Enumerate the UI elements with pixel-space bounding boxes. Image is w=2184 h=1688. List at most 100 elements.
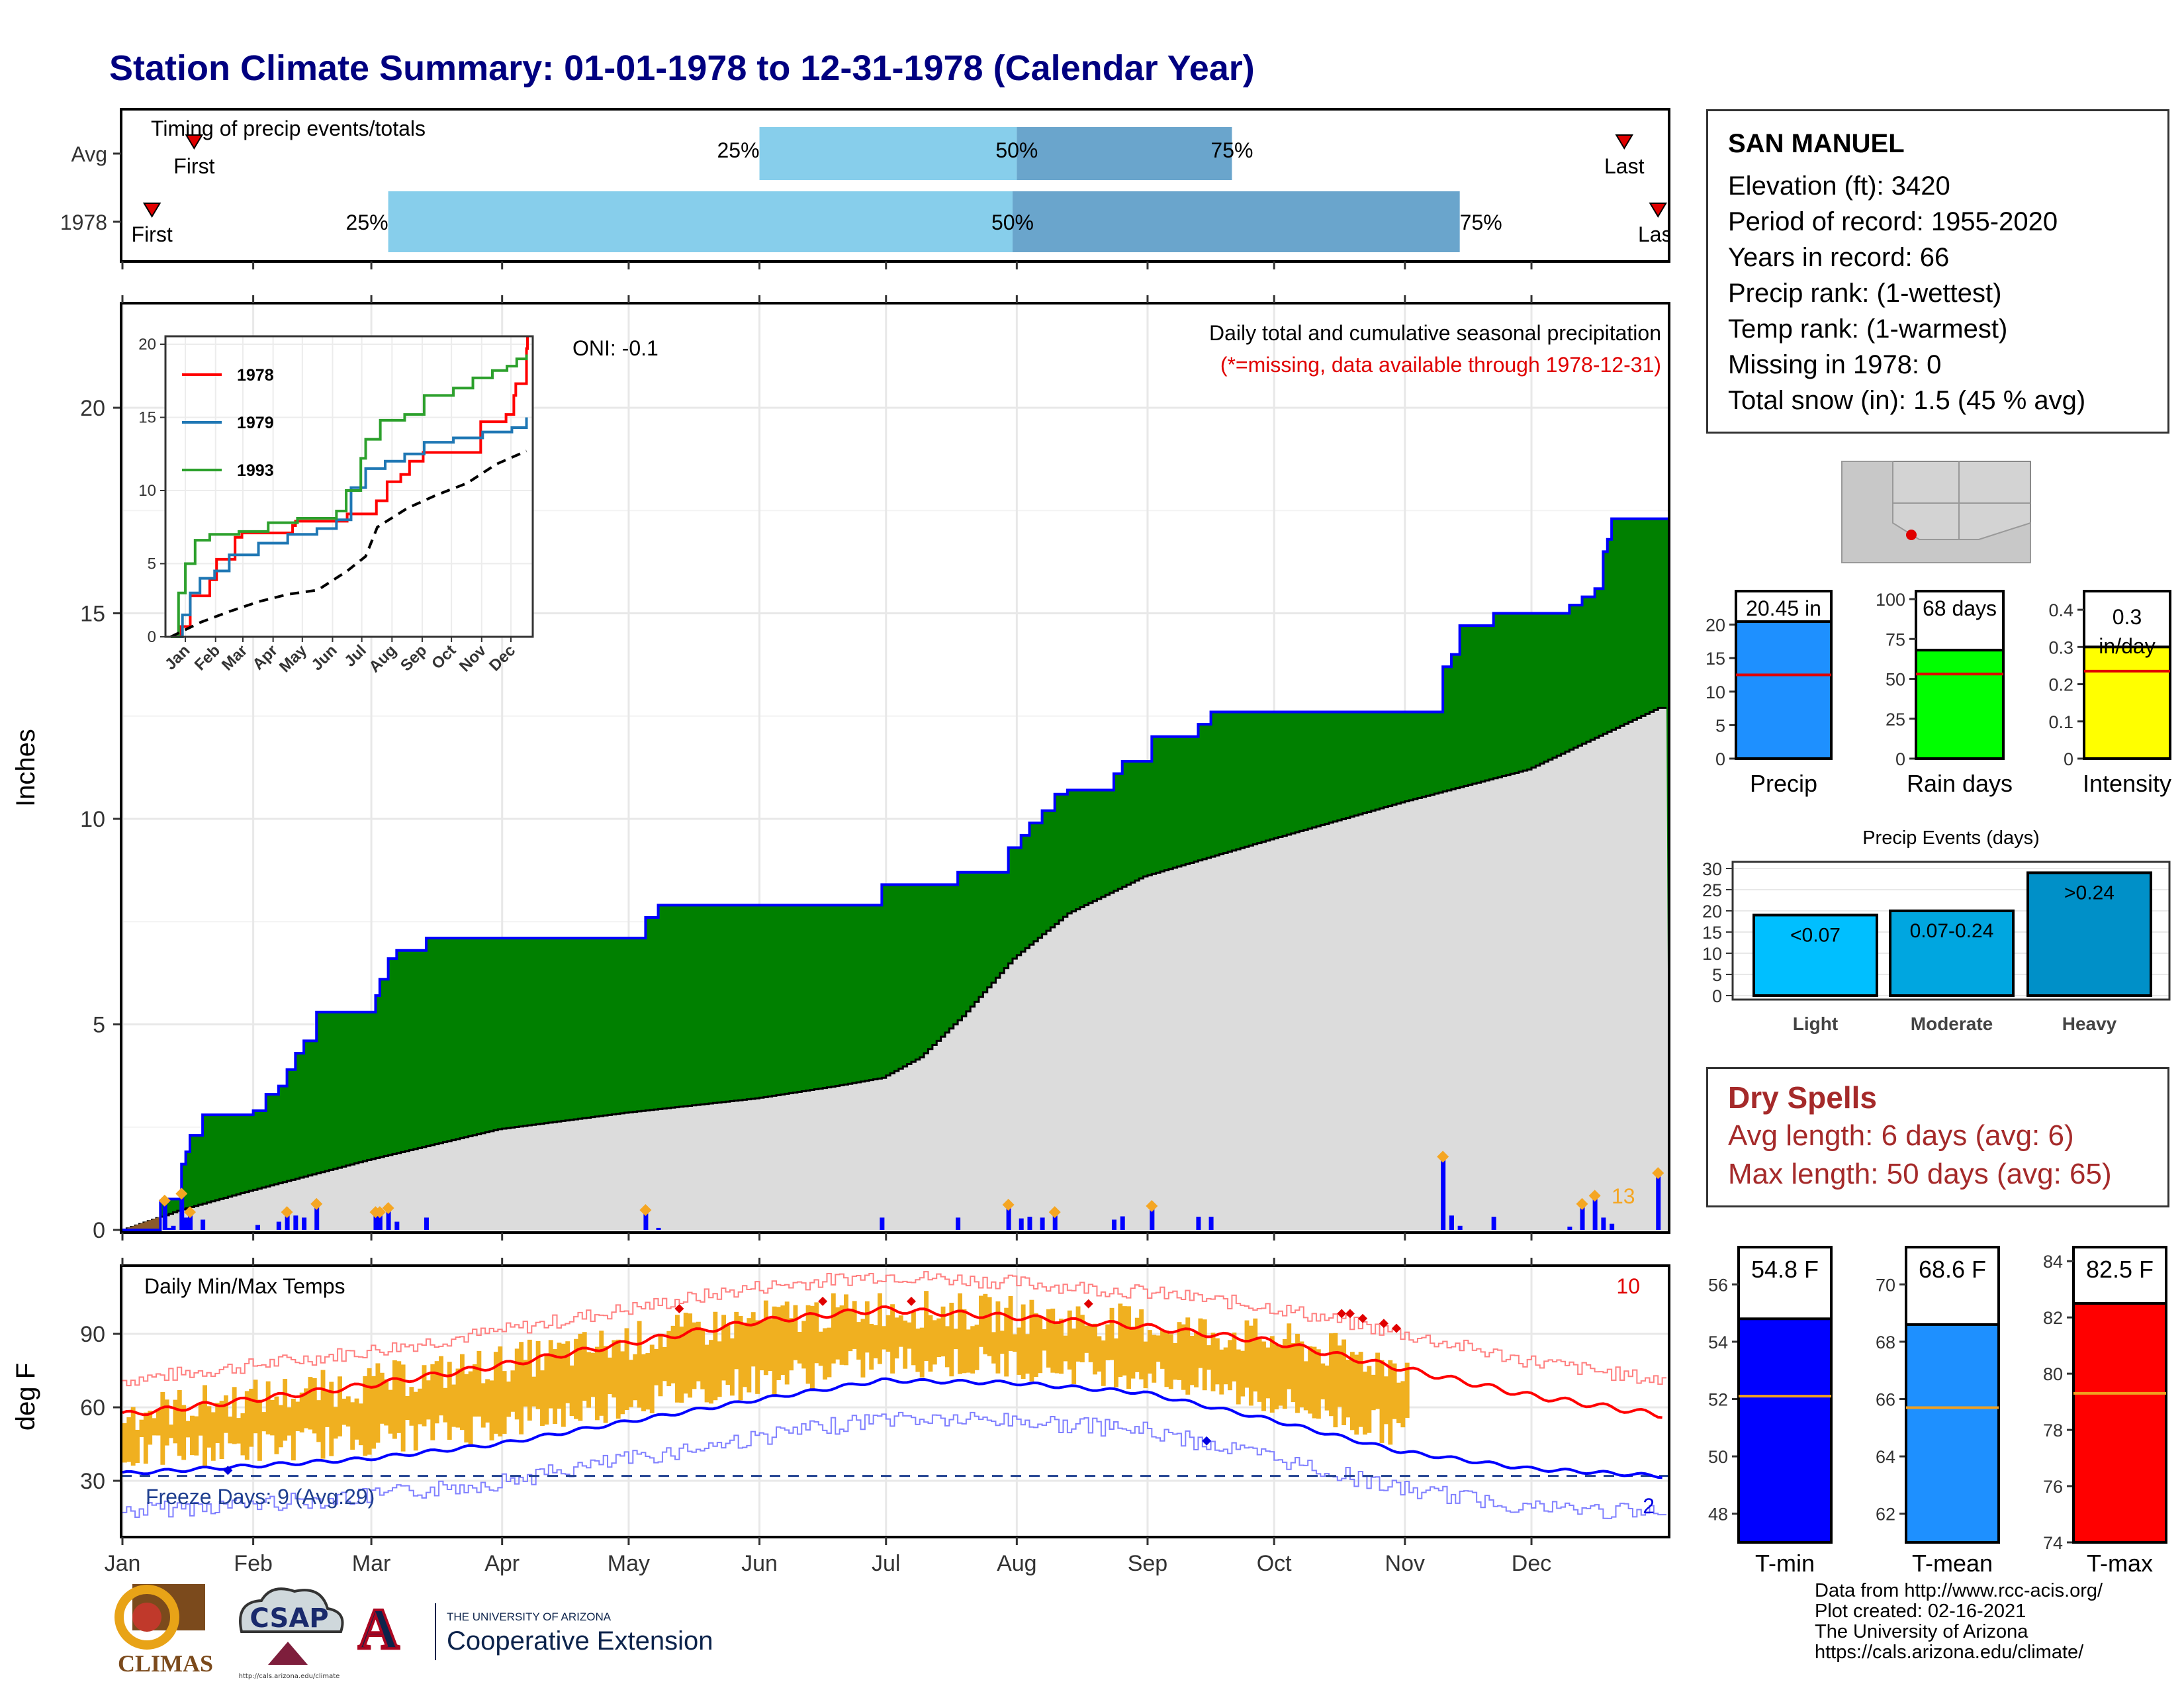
temps-daily-bar xyxy=(333,1407,338,1439)
temps-daily-bar xyxy=(1265,1347,1271,1399)
precip-daily-bar xyxy=(302,1217,307,1230)
page-title: Station Climate Summary: 01-01-1978 to 1… xyxy=(109,48,1255,88)
temps-daily-bar xyxy=(641,1354,646,1412)
temps-daily-bar xyxy=(126,1417,132,1462)
temps-daily-bar xyxy=(1396,1382,1401,1423)
tsum-ytick-label: 54 xyxy=(1708,1333,1728,1352)
temps-daily-bar xyxy=(261,1412,267,1432)
temps-daily-bar xyxy=(1223,1347,1228,1385)
temps-daily-bar xyxy=(345,1396,351,1427)
temps-daily-bar xyxy=(506,1382,511,1417)
temps-daily-bar xyxy=(139,1419,144,1437)
temps-xtick-label: Jun xyxy=(741,1551,778,1576)
temps-record-high-marker xyxy=(1083,1299,1093,1309)
psum-ytick-label: 20 xyxy=(1706,616,1725,635)
timing-first-marker xyxy=(185,134,204,150)
temps-daily-bar xyxy=(582,1332,587,1401)
temps-daily-bar xyxy=(274,1396,279,1454)
precip-daily-marker xyxy=(373,1206,386,1219)
temps-daily-bar xyxy=(329,1382,334,1456)
temps-daily-bar xyxy=(459,1354,465,1430)
temps-daily-bar xyxy=(683,1313,688,1394)
temps-daily-bar xyxy=(894,1317,899,1359)
psum-category-label: Rain days xyxy=(1907,770,2013,797)
temps-daily-bar xyxy=(1198,1318,1203,1368)
temps-daily-bar xyxy=(768,1319,773,1372)
temps-xtick-label: Mar xyxy=(352,1551,391,1576)
temps-daily-bar xyxy=(320,1370,326,1459)
temps-daily-bar xyxy=(324,1390,330,1427)
temps-daily-bar xyxy=(1342,1339,1347,1425)
temps-daily-bar xyxy=(590,1352,596,1397)
temps-daily-bar xyxy=(379,1372,385,1424)
temps-daily-bar xyxy=(1168,1334,1173,1389)
psum-ytick-label: 0.3 xyxy=(2048,637,2073,657)
temps-daily-bar xyxy=(1160,1329,1165,1369)
temps-daily-bar xyxy=(915,1329,921,1372)
inset-series-line xyxy=(171,354,528,638)
temps-daily-bar xyxy=(236,1418,241,1444)
events-ytick-label: 15 xyxy=(1702,923,1722,943)
precip-daily-bar xyxy=(285,1213,290,1230)
precip-daily-bar xyxy=(1580,1205,1585,1230)
precip-daily-bar xyxy=(880,1217,885,1230)
temps-daily-bar xyxy=(599,1331,604,1416)
precip-daily-marker xyxy=(1588,1190,1601,1202)
temps-daily-bar xyxy=(848,1308,853,1352)
temps-daily-bar xyxy=(1029,1299,1034,1382)
temps-xtick-label: Jan xyxy=(105,1551,141,1576)
precip-ylabel: Inches xyxy=(11,729,40,807)
psum-ytick-label: 0.2 xyxy=(2048,675,2073,695)
inset-ytick-label: 20 xyxy=(138,336,156,353)
temps-daily-bar xyxy=(1122,1306,1127,1376)
temps-daily-bar xyxy=(350,1402,355,1450)
psum-ytick-label: 0.1 xyxy=(2048,712,2073,732)
temps-daily-bar xyxy=(801,1321,807,1369)
precip-daily-bar xyxy=(1006,1205,1011,1230)
temps-daily-bar xyxy=(493,1352,498,1434)
temps-daily-bar xyxy=(1214,1338,1220,1385)
events-ytick-label: 20 xyxy=(1702,902,1722,921)
temps-daily-bar xyxy=(620,1351,625,1415)
timing-p25-label: 25% xyxy=(346,211,388,234)
temps-daily-bar xyxy=(878,1293,882,1364)
inset-series-line xyxy=(171,336,529,638)
temps-daily-bar xyxy=(772,1306,777,1395)
temps-daily-bar xyxy=(574,1338,578,1419)
tsum-ytick-label: 68 xyxy=(1876,1333,1895,1352)
timing-p25-label: 25% xyxy=(717,138,759,162)
events-ytick-label: 30 xyxy=(1702,859,1722,879)
temps-daily-bar xyxy=(805,1305,811,1384)
temps-daily-bar xyxy=(341,1398,347,1425)
tsum-bar xyxy=(2072,1301,2167,1544)
temps-daily-bar xyxy=(974,1325,979,1370)
temps-daily-bar xyxy=(856,1322,862,1360)
psum-ytick-label: 75 xyxy=(1886,630,1905,649)
temps-daily-bar xyxy=(1240,1350,1246,1397)
psum-bar xyxy=(2083,645,2171,760)
precip-daily-bar xyxy=(1491,1217,1496,1230)
precip-daily-bar xyxy=(1196,1217,1201,1230)
precip-daily-marker xyxy=(1146,1199,1158,1212)
temps-daily-bar xyxy=(1244,1320,1250,1388)
tsum-ytick-label: 52 xyxy=(1708,1389,1728,1409)
precip-corner-count: 13 xyxy=(1612,1184,1635,1208)
temps-daily-bar xyxy=(1282,1338,1287,1409)
temps-daily-bar xyxy=(818,1331,823,1366)
events-bar xyxy=(1752,914,1878,998)
temps-daily-bar xyxy=(283,1379,288,1441)
temps-daily-bar xyxy=(1067,1310,1072,1370)
ua-logo-big: Cooperative Extension xyxy=(447,1626,713,1656)
precip-daily-bar xyxy=(1052,1213,1058,1230)
inset-frame xyxy=(164,335,534,638)
temps-daily-bar xyxy=(553,1349,558,1425)
temps-daily-bar xyxy=(1097,1336,1102,1372)
temps-daily-bar xyxy=(1202,1319,1207,1391)
temps-daily-bar xyxy=(1371,1374,1376,1411)
temps-daily-bar xyxy=(586,1352,592,1408)
temps-daily-bar xyxy=(185,1421,191,1438)
precip-daily-marker xyxy=(1002,1198,1015,1211)
csap-logo: CSAP http://cals.arizona.edu/climate xyxy=(239,1587,344,1680)
tsum-ytick-label: 50 xyxy=(1708,1447,1728,1467)
locator-map-station-dot xyxy=(1906,530,1917,540)
